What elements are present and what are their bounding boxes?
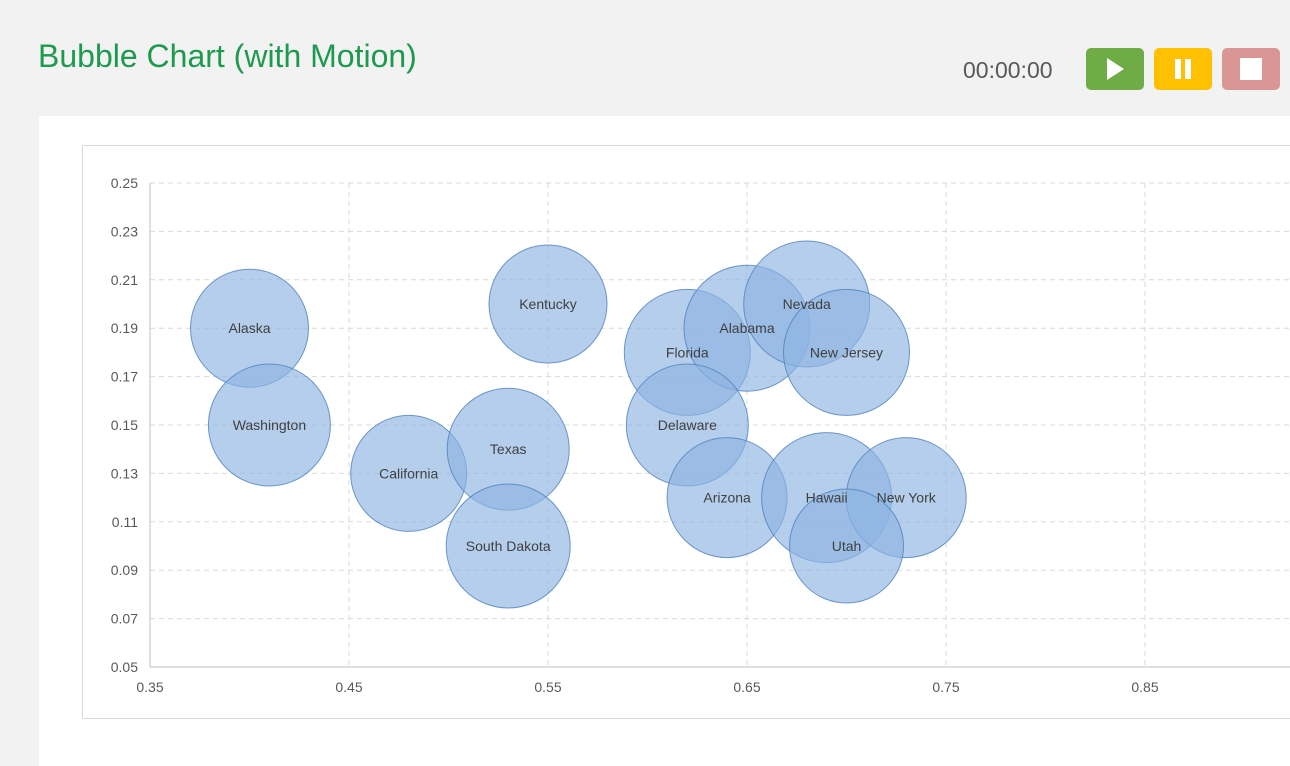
bubble-label: Alabama	[719, 320, 774, 336]
bubble-label: Kentucky	[519, 296, 577, 312]
y-tick-label: 0.17	[111, 369, 138, 385]
x-tick-label: 0.75	[932, 679, 959, 695]
y-tick-label: 0.09	[111, 562, 138, 578]
bubble-label: Nevada	[783, 296, 831, 312]
y-tick-label: 0.23	[111, 223, 138, 239]
x-tick-label: 0.45	[335, 679, 362, 695]
bubble-label: New York	[877, 490, 937, 506]
x-tick-label: 0.35	[136, 679, 163, 695]
y-tick-label: 0.07	[111, 611, 138, 627]
bubble-label: New Jersey	[810, 344, 883, 360]
bubble-label: Arizona	[703, 490, 751, 506]
y-tick-label: 0.11	[112, 514, 138, 530]
bubble-label: Washington	[233, 417, 306, 433]
bubble-label: California	[379, 465, 438, 481]
y-tick-label: 0.21	[111, 272, 138, 288]
bubble-label: Hawaii	[806, 490, 848, 506]
y-tick-label: 0.13	[111, 465, 138, 481]
bubble-label: Texas	[490, 441, 527, 457]
x-tick-label: 0.55	[534, 679, 561, 695]
bubble-label: Utah	[832, 538, 862, 554]
bubble-label: Alaska	[228, 320, 270, 336]
y-tick-label: 0.15	[111, 417, 138, 433]
y-tick-label: 0.19	[111, 320, 138, 336]
bubble-label: South Dakota	[466, 538, 551, 554]
x-tick-label: 0.85	[1131, 679, 1158, 695]
bubble-label: Florida	[666, 344, 709, 360]
x-tick-label: 0.65	[733, 679, 760, 695]
bubble-label: Delaware	[658, 417, 717, 433]
y-tick-label: 0.25	[111, 175, 138, 191]
y-tick-label: 0.05	[111, 659, 138, 675]
